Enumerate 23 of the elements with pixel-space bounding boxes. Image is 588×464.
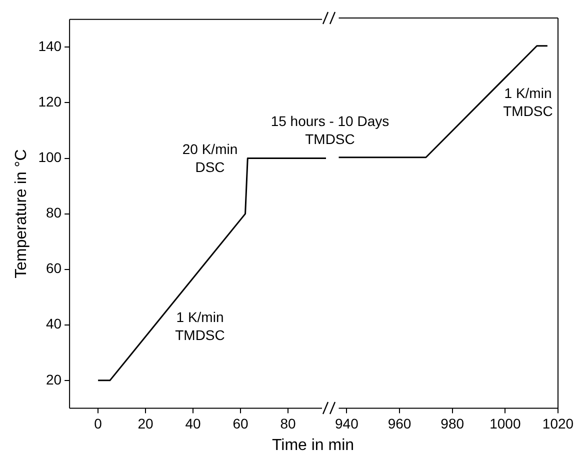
x-tick-label: 80	[280, 415, 296, 432]
y-tick-label: 140	[38, 38, 62, 54]
x-tick-label: 1000	[490, 415, 521, 432]
x-tick-label: 60	[232, 415, 249, 432]
y-tick-label: 100	[38, 149, 62, 166]
annotation: 1 K/min TMDSC	[174, 308, 226, 344]
annotation: 15 hours - 10 Days TMDSC	[270, 112, 390, 147]
y-tick-label: 120	[38, 94, 62, 110]
y-axis-title: Temperature in °C	[13, 149, 30, 278]
y-tick-label: 80	[46, 204, 62, 221]
annotation: 20 K/min DSC	[181, 141, 239, 176]
y-tick-label: 20	[46, 371, 62, 388]
x-tick-label: 0	[94, 415, 102, 432]
x-axis-title: Time in min	[270, 437, 356, 455]
x-tick-label: 960	[388, 415, 412, 432]
y-tick-label: 40	[46, 316, 62, 332]
x-tick-label: 940	[335, 415, 359, 432]
annotation: 1 K/min TMDSC	[502, 84, 554, 120]
x-tick-label: 40	[185, 415, 202, 432]
x-tick-label: 980	[440, 415, 464, 432]
y-tick-label: 60	[46, 260, 62, 276]
x-tick-label: 1020	[542, 415, 574, 432]
x-tick-label: 20	[138, 415, 154, 432]
